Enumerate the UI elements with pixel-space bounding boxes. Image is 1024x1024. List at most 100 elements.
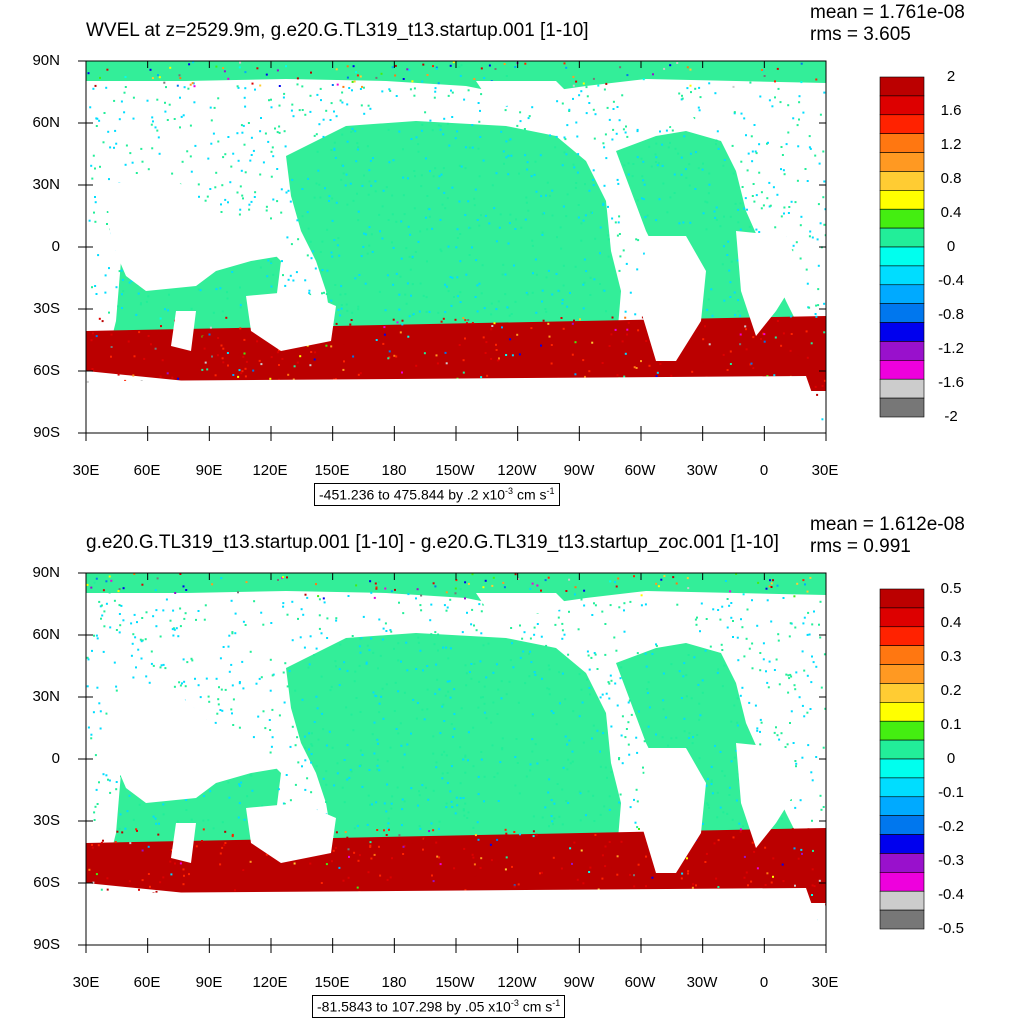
field-speckle [385, 834, 388, 836]
field-speckle [572, 163, 575, 166]
field-speckle [655, 156, 658, 159]
field-speckle [496, 772, 499, 775]
field-speckle [355, 697, 358, 699]
field-speckle [87, 726, 90, 729]
field-speckle [474, 188, 477, 191]
field-speckle [627, 321, 630, 324]
field-speckle [501, 748, 504, 751]
field-speckle [735, 749, 738, 752]
field-speckle [464, 664, 467, 667]
field-speckle [428, 310, 431, 313]
field-speckle [791, 365, 794, 368]
colorbar-swatch [879, 322, 925, 342]
field-speckle [547, 791, 550, 794]
field-speckle [122, 290, 125, 293]
field-speckle [800, 848, 803, 851]
field-speckle [325, 293, 328, 295]
field-speckle [550, 362, 553, 365]
field-speckle [190, 307, 193, 310]
field-speckle [154, 817, 157, 820]
field-speckle [278, 714, 281, 717]
field-speckle [526, 168, 529, 171]
field-speckle [636, 751, 639, 754]
field-speckle [689, 84, 692, 87]
field-speckle [772, 875, 774, 878]
field-speckle [776, 67, 779, 70]
field-speckle [285, 65, 287, 68]
field-speckle [545, 644, 548, 647]
field-speckle [304, 788, 307, 791]
field-speckle [184, 685, 187, 688]
field-speckle [803, 616, 806, 619]
field-speckle [704, 861, 707, 863]
field-speckle [389, 746, 392, 749]
field-speckle [751, 195, 754, 197]
field-speckle [485, 717, 488, 720]
colorbar-label: 0.5 [940, 580, 962, 597]
field-speckle [343, 661, 346, 664]
colorbar-swatch [879, 133, 925, 153]
field-speckle [642, 78, 645, 81]
field-speckle [605, 310, 607, 313]
field-speckle [147, 335, 150, 337]
field-speckle [505, 693, 508, 696]
field-speckle [694, 618, 697, 621]
field-speckle [190, 170, 193, 173]
field-speckle [121, 831, 124, 834]
colorbar-label: -2 [944, 408, 958, 425]
field-speckle [699, 96, 702, 99]
field-speckle [335, 201, 338, 204]
field-speckle [768, 585, 771, 588]
field-speckle [412, 698, 415, 701]
field-speckle [109, 146, 112, 149]
field-speckle [800, 62, 803, 65]
field-speckle [416, 702, 419, 704]
field-speckle [318, 886, 321, 889]
mean-text: mean = 1.761e-08 [810, 2, 965, 23]
field-speckle [795, 241, 798, 244]
field-speckle [730, 760, 733, 763]
field-speckle [228, 634, 231, 637]
field-speckle [566, 768, 569, 771]
field-speckle [623, 602, 626, 605]
field-speckle [276, 200, 279, 203]
field-speckle [397, 732, 400, 735]
field-speckle [98, 317, 101, 320]
field-speckle [435, 663, 438, 666]
field-speckle [733, 704, 736, 707]
field-speckle [351, 127, 354, 130]
field-speckle [110, 355, 112, 358]
field-speckle [599, 226, 602, 229]
field-speckle [540, 344, 542, 347]
field-speckle [378, 213, 381, 216]
field-speckle [757, 581, 760, 584]
field-speckle [370, 857, 373, 860]
field-speckle [604, 371, 607, 374]
field-speckle [195, 845, 198, 848]
field-speckle [100, 841, 103, 844]
colorbar-swatch [879, 720, 925, 741]
field-speckle [619, 66, 622, 69]
field-speckle [601, 877, 604, 880]
field-speckle [401, 319, 404, 322]
field-speckle [624, 352, 627, 355]
field-speckle [152, 664, 155, 667]
field-speckle [383, 829, 385, 832]
field-speckle [779, 101, 782, 104]
field-speckle [342, 879, 345, 882]
field-speckle [680, 877, 683, 880]
field-speckle [758, 171, 761, 174]
field-speckle [449, 64, 452, 67]
field-speckle [599, 696, 602, 699]
field-speckle [621, 715, 624, 718]
field-speckle [453, 713, 456, 715]
field-speckle [103, 625, 106, 628]
field-speckle [343, 344, 345, 347]
field-speckle [179, 573, 182, 575]
field-speckle [150, 662, 153, 665]
field-speckle [806, 633, 809, 636]
field-speckle [519, 656, 522, 659]
field-speckle [814, 313, 817, 315]
field-speckle [132, 96, 135, 99]
field-speckle [339, 99, 342, 102]
